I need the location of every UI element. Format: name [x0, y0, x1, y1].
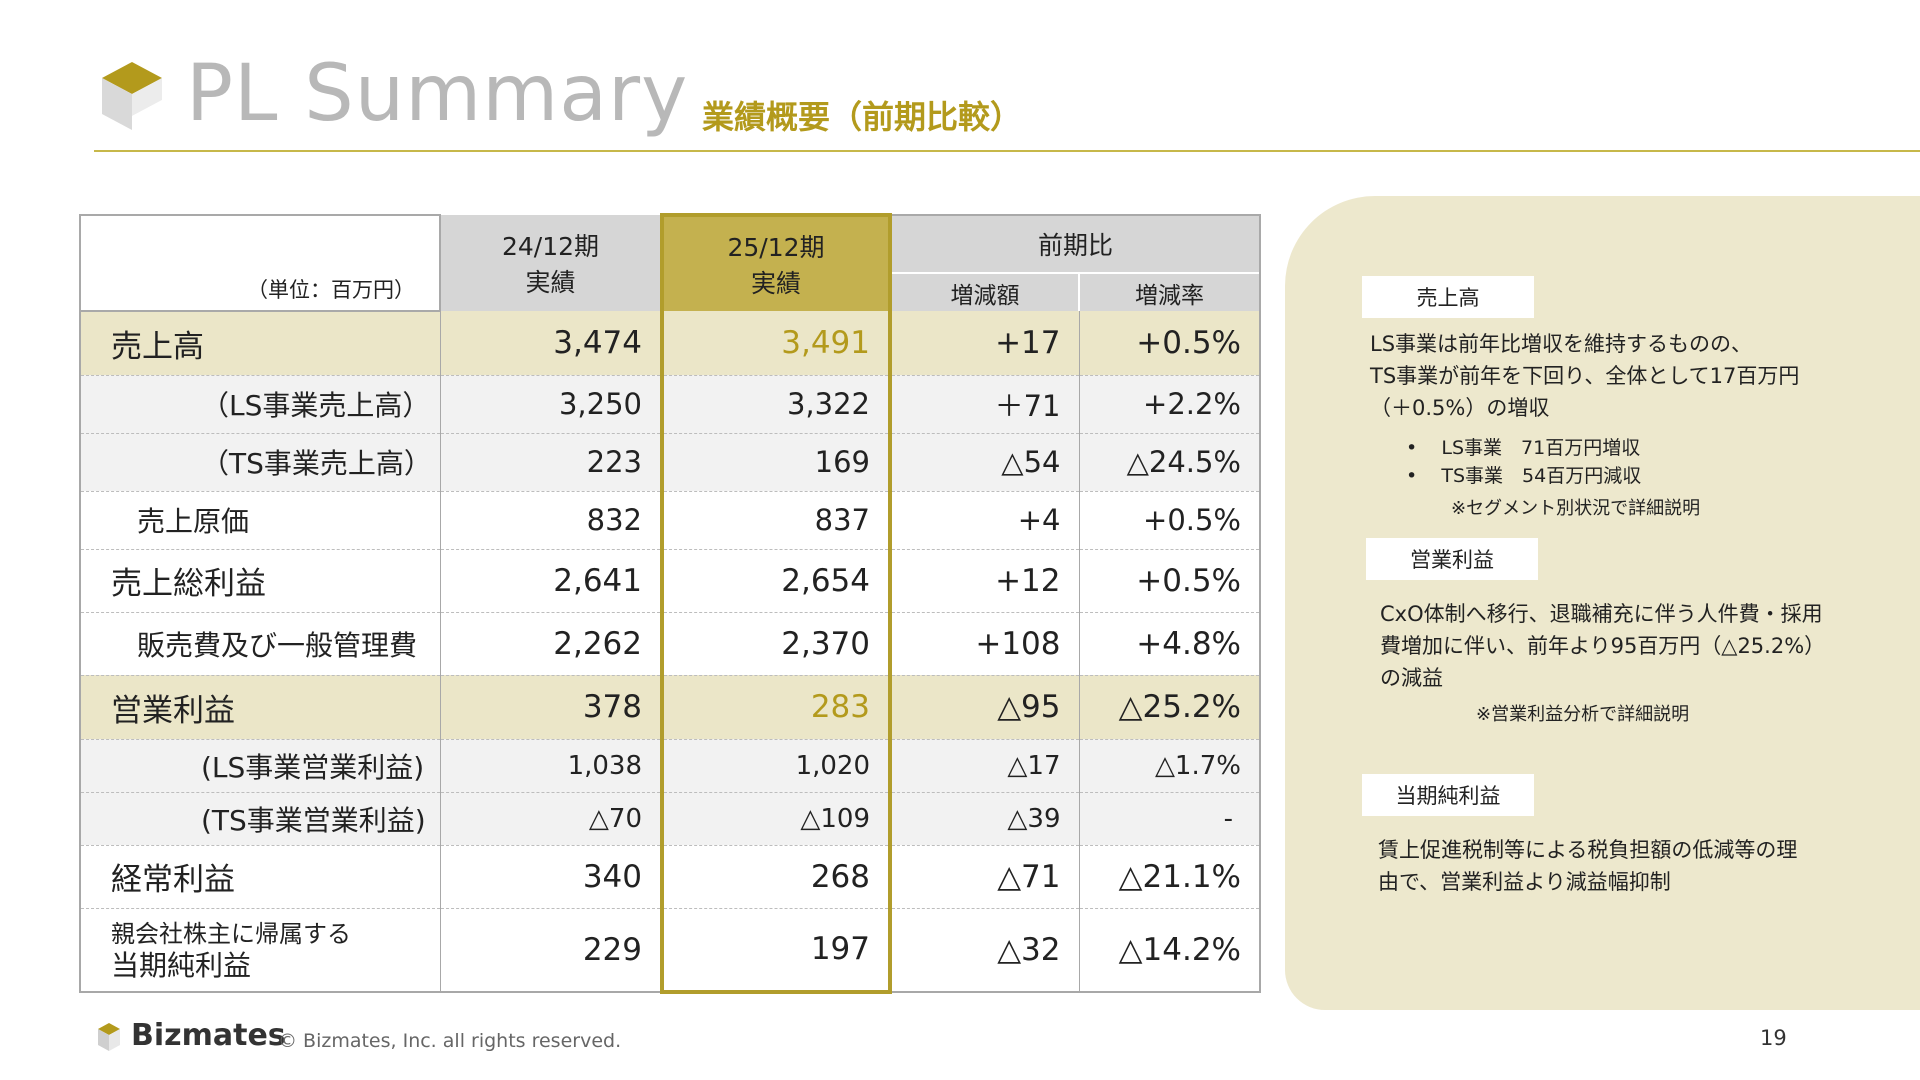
- tag-operating-profit: 営業利益: [1366, 538, 1538, 580]
- unit-label: （単位：百万円）: [79, 214, 441, 312]
- footer-copyright: © Bizmates, Inc. all rights reserved.: [278, 1030, 622, 1052]
- sales-bullets: • LS事業 71百万円増収 • TS事業 54百万円減収: [1406, 437, 1642, 487]
- pl-summary-table: （単位：百万円） 24/12期 実績 25/12期 実績 前期比 増減額 増減率 売…: [79, 213, 1261, 994]
- net-income-comment: 賃上促進税制等による税負担額の低減等の理 由で、営業利益より減益幅抑制: [1378, 838, 1798, 894]
- table-row-cogs: 売上原価 832 837 +4 +0.5%: [79, 491, 1261, 550]
- header-divider: [94, 150, 1920, 152]
- table-row-operating-profit: 営業利益 378 283 △95 △25.2%: [79, 675, 1261, 740]
- column-header-change-amount: 増減額: [889, 272, 1079, 311]
- column-header-change-rate: 増減率: [1078, 272, 1261, 311]
- column-header-prev: 24/12期 実績: [439, 215, 662, 311]
- table-row-ordinary-profit: 経常利益 340 268 △71 △21.1%: [79, 845, 1261, 909]
- table-row-ls-operating: (LS事業営業利益) 1,038 1,020 △17 △1.7%: [79, 739, 1261, 793]
- footer-brand: Bizmates: [131, 1018, 286, 1053]
- cube-logo-icon: [102, 62, 162, 130]
- brand-cube-icon: [98, 1023, 120, 1051]
- operating-note: ※営業利益分析で詳細説明: [1476, 704, 1690, 725]
- column-header-curr: 25/12期 実績: [660, 213, 892, 311]
- commentary-panel: [1285, 196, 1920, 1010]
- column-header-change-group: 前期比: [889, 214, 1261, 273]
- table-row-ts-operating: (TS事業営業利益) △70 △109 △39 -: [79, 792, 1261, 846]
- page-subtitle: 業績概要（前期比較）: [702, 98, 1023, 136]
- sales-note: ※セグメント別状況で詳細説明: [1451, 498, 1701, 519]
- tag-net-income: 当期純利益: [1362, 774, 1534, 816]
- sales-comment: LS事業は前年比増収を維持するものの、 TS事業が前年を下回り、全体として17百…: [1370, 332, 1800, 420]
- table-row-ls-sales: （LS事業売上高） 3,250 3,322 ＋71 +2.2%: [79, 375, 1261, 434]
- table-row-gross-profit: 売上総利益 2,641 2,654 +12 +0.5%: [79, 549, 1261, 613]
- page-title: PL Summary: [186, 49, 689, 139]
- net-income-label: 親会社株主に帰属する 当期純利益: [79, 908, 440, 993]
- operating-comment: CxO体制へ移行、退職補充に伴う人件費・採用 費増加に伴い、前年より95百万円（…: [1380, 602, 1826, 690]
- table-row-sga: 販売費及び一般管理費 2,262 2,370 +108 +4.8%: [79, 612, 1261, 676]
- tag-sales: 売上高: [1362, 276, 1534, 318]
- table-row-ts-sales: （TS事業売上高） 223 169 △54 △24.5%: [79, 433, 1261, 492]
- page-number: 19: [1760, 1026, 1787, 1050]
- table-row-sales: 売上高 3,474 3,491 +17 +0.5%: [79, 311, 1261, 376]
- table-row-net-income: 親会社株主に帰属する 当期純利益 229 197 △32 △14.2%: [79, 908, 1261, 994]
